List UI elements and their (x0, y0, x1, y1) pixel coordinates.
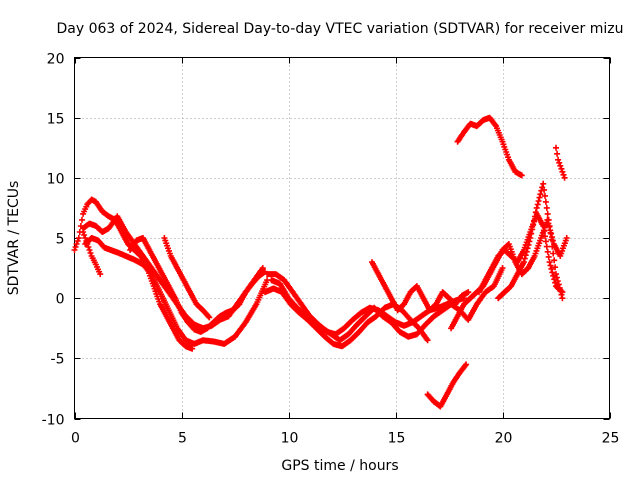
axis-ticks: 0 5 10 15 20 25 -10 -5 0 5 10 15 20 (42, 52, 620, 447)
series-arc-6 (161, 235, 213, 321)
series-arc-14 (454, 114, 525, 179)
y-axis-label: SDTVAR / TECUs (6, 181, 22, 296)
data-point-markers (127, 235, 268, 335)
x-axis-label: GPS time / hours (281, 458, 398, 474)
grid (74, 57, 610, 419)
data-point-markers (369, 259, 472, 314)
series-arc-13 (495, 180, 566, 302)
data-point-markers (268, 265, 506, 344)
data-point-markers (80, 229, 104, 278)
x-tick-label: 20 (495, 431, 513, 447)
x-tick-label: 25 (602, 431, 620, 447)
series-arc-10 (369, 259, 472, 314)
y-tick-label: -5 (51, 352, 65, 368)
y-tick-label: 10 (47, 172, 65, 188)
x-tick-label: 5 (178, 431, 187, 447)
series-arc-15 (553, 144, 568, 181)
y-tick-label: 20 (47, 52, 65, 68)
data-point-markers (553, 144, 568, 181)
x-tick-label: 10 (281, 431, 299, 447)
data-point-markers (454, 114, 525, 179)
data-point-markers (424, 361, 470, 410)
y-tick-label: 5 (56, 232, 65, 248)
x-tick-label: 0 (71, 431, 80, 447)
data-point-markers (495, 180, 566, 302)
data-point-markers (161, 235, 213, 321)
series-arc-5 (127, 235, 268, 335)
x-tick-label: 15 (388, 431, 406, 447)
y-tick-label: -10 (42, 413, 65, 429)
series-arc-16 (424, 361, 470, 410)
y-tick-label: 0 (56, 292, 65, 308)
y-tick-label: 15 (47, 112, 65, 128)
data-series (71, 114, 570, 410)
series-arc-4 (80, 229, 104, 278)
chart-title: Day 063 of 2024, Sidereal Day-to-day VTE… (57, 21, 624, 37)
series-arc-9 (268, 265, 506, 344)
